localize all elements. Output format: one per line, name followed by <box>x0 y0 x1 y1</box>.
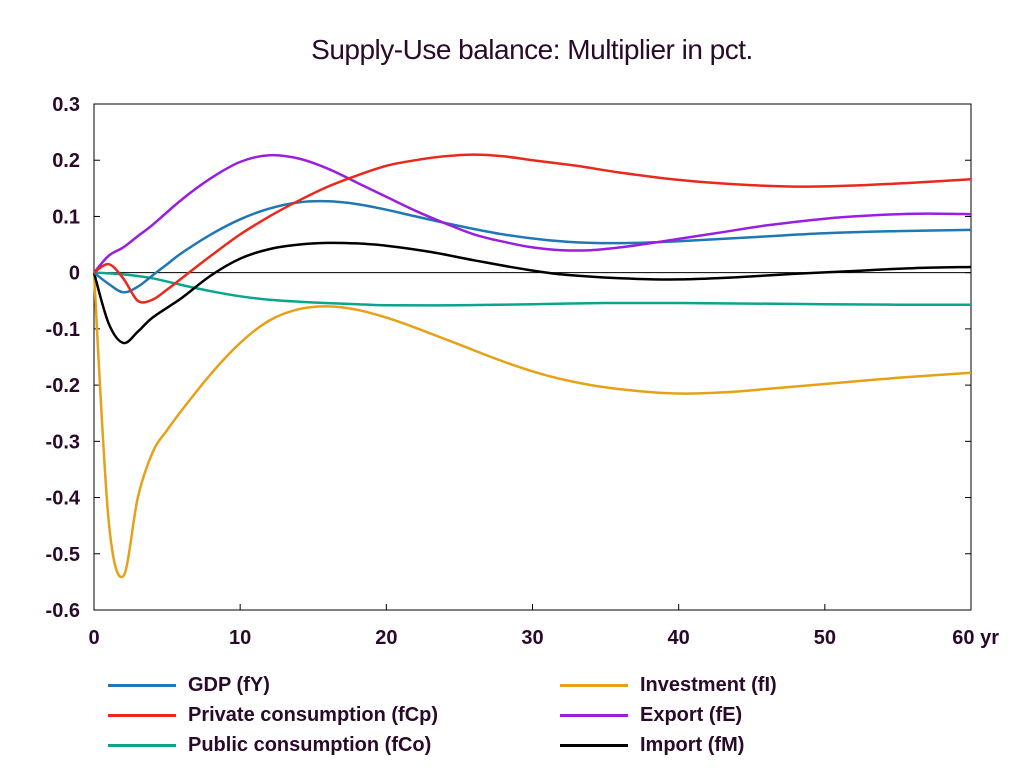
x-tick-label: 30 <box>521 627 543 649</box>
x-tick-label: 60 yr <box>952 627 999 649</box>
y-tick-label: -0.1 <box>46 319 80 341</box>
legend-item-export: Export (fE) <box>560 700 742 730</box>
legend: GDP (fY) Private consumption (fCp) Publi… <box>0 668 1024 778</box>
legend-label-gdp: GDP (fY) <box>188 673 270 696</box>
legend-swatch-private-consumption <box>108 713 176 717</box>
y-tick-label: 0 <box>69 263 80 285</box>
legend-item-public-consumption: Public consumption (fCo) <box>108 730 431 760</box>
legend-label-public-consumption: Public consumption (fCo) <box>188 733 432 756</box>
series-layer <box>92 153 972 579</box>
legend-label-investment: Investment (fI) <box>640 673 777 696</box>
y-tick-label: 0.1 <box>52 206 80 228</box>
legend-label-private-consumption: Private consumption (fCp) <box>188 703 439 726</box>
legend-swatch-public-consumption <box>108 743 176 747</box>
legend-item-import: Import (fM) <box>560 730 744 760</box>
y-tick-label: -0.5 <box>46 544 80 566</box>
y-tick-label: -0.2 <box>46 375 80 397</box>
y-tick-label: -0.4 <box>46 488 81 510</box>
y-tick-label: -0.6 <box>46 600 80 622</box>
legend-item-investment: Investment (fI) <box>560 670 777 700</box>
x-tick-label: 50 <box>814 627 836 649</box>
series-line-public <box>93 271 972 307</box>
x-tick-label: 20 <box>375 627 397 649</box>
y-tick-label: 0.2 <box>52 150 80 172</box>
legend-label-export: Export (fE) <box>640 703 743 726</box>
legend-swatch-import <box>560 743 628 747</box>
legend-label-import: Import (fM) <box>640 733 745 756</box>
chart-plot: 0 10 20 30 40 50 60 yr 0.3 0.2 0.1 0 -0.1 -0.2 -0.3 -… <box>46 94 1000 649</box>
legend-item-private-consumption: Private consumption (fCp) <box>108 700 438 730</box>
legend-swatch-gdp <box>108 683 176 687</box>
x-axis-ticks: 0 10 20 30 40 50 60 yr <box>88 604 999 649</box>
legend-swatch-export <box>560 713 628 717</box>
x-tick-label: 10 <box>229 627 251 649</box>
series-line-gdp <box>93 199 972 294</box>
y-axis-ticks: 0.3 0.2 0.1 0 -0.1 -0.2 -0.3 -0.4 -0.5 -0.6 <box>46 94 971 622</box>
series-line-import <box>92 241 972 345</box>
chart-title: Supply-Use balance: Multiplier in pct. <box>311 34 753 65</box>
y-tick-label: 0.3 <box>52 94 80 116</box>
series-line-private <box>93 153 972 304</box>
series-line-export <box>93 153 972 274</box>
x-tick-label: 0 <box>88 627 99 649</box>
y-tick-label: -0.3 <box>46 431 80 453</box>
legend-swatch-investment <box>560 683 628 687</box>
x-tick-label: 40 <box>668 627 690 649</box>
legend-item-gdp: GDP (fY) <box>108 670 270 700</box>
series-line-investment <box>92 272 972 579</box>
